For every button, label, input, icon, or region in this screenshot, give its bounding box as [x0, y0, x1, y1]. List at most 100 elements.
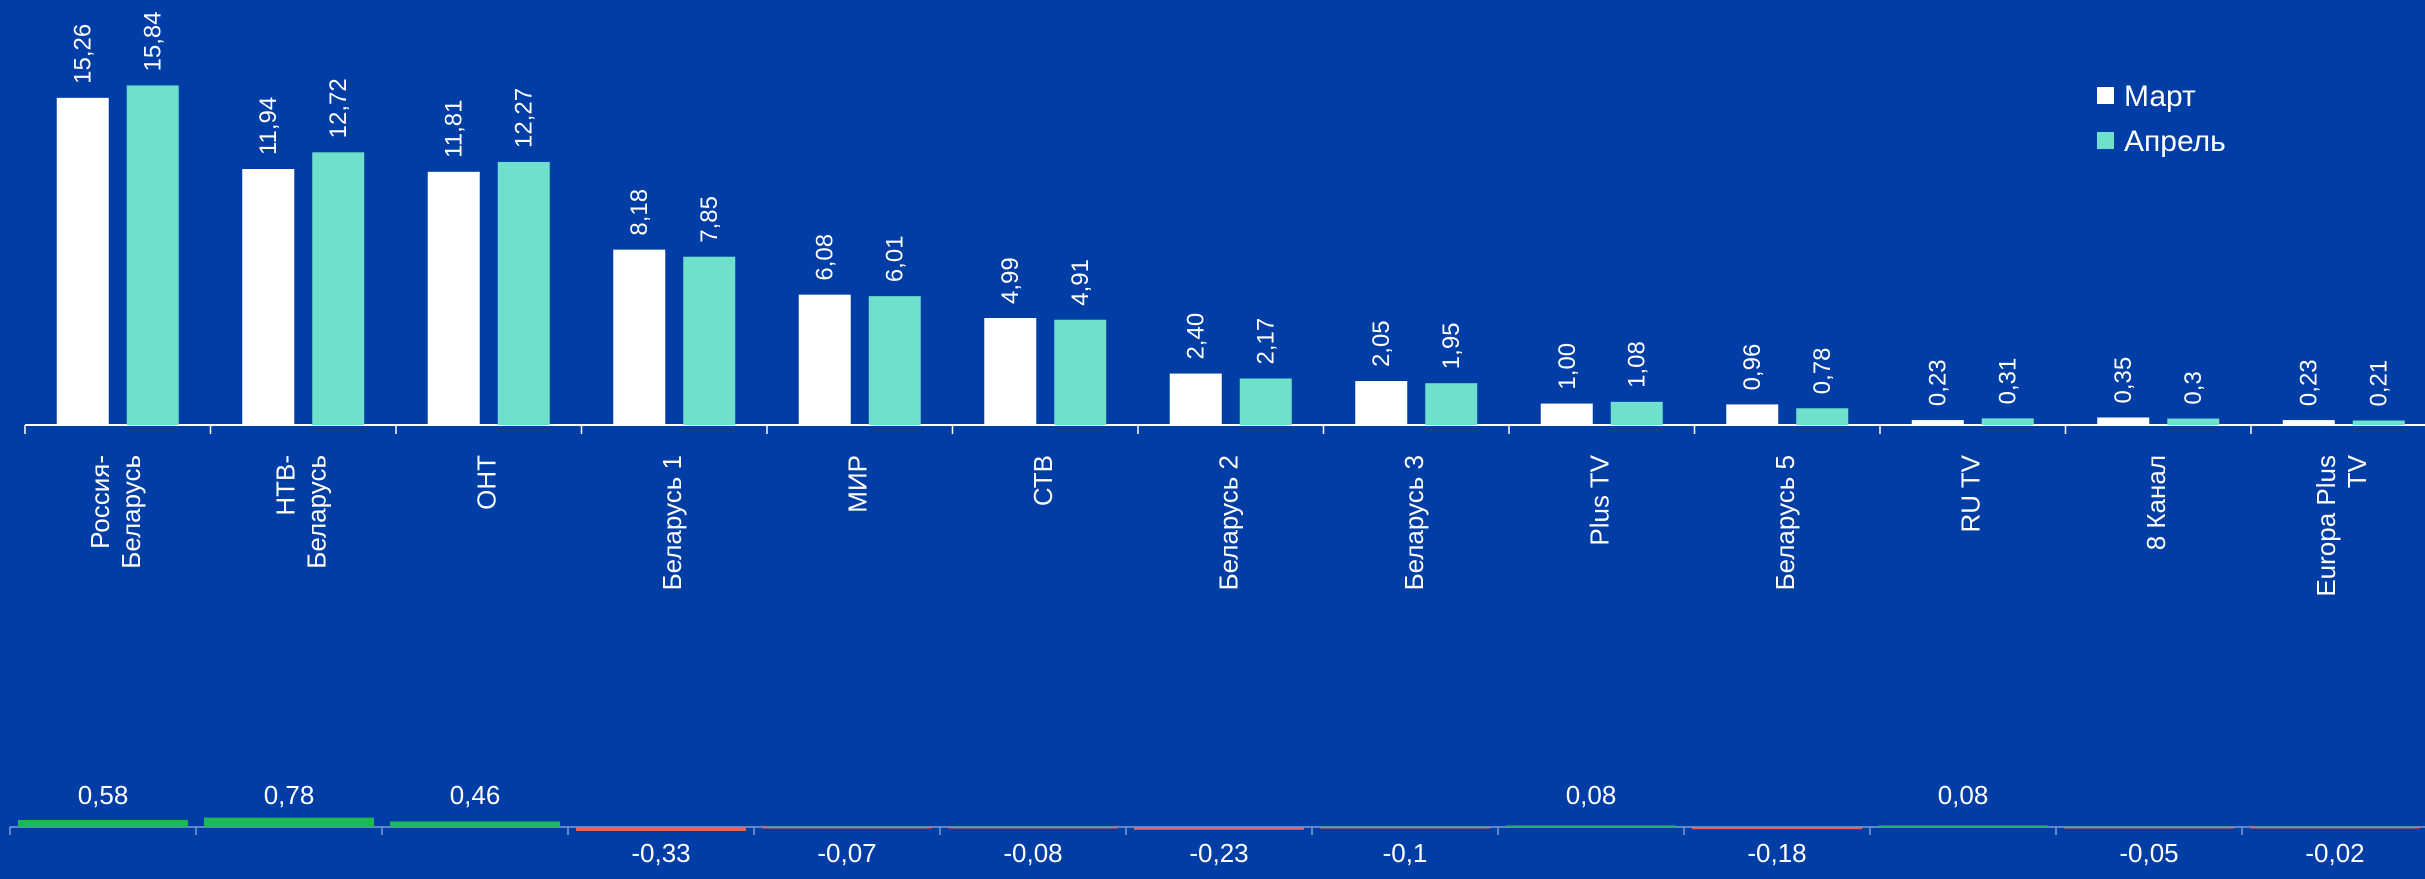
data-label: 0,3	[2180, 371, 2207, 404]
category-label: ОНТ	[471, 455, 501, 510]
bar-march	[984, 318, 1037, 425]
category-label: Россия-	[85, 455, 115, 549]
bar-march	[798, 294, 851, 425]
diff-label: 0,46	[450, 780, 501, 810]
diff-bar	[1878, 825, 2048, 827]
bar-march	[427, 171, 480, 425]
data-label: 6,01	[882, 235, 909, 282]
data-label: 2,05	[1368, 320, 1395, 367]
category-label: Беларусь	[116, 455, 146, 569]
main-bar-chart: 15,26 11,94 11,81 8,18 6,08 4,99 2,40 2,05 1,00 0…	[24, 11, 2425, 597]
bar-april	[1054, 319, 1107, 425]
data-label: 15,84	[140, 11, 167, 71]
data-label: 0,23	[2296, 359, 2323, 406]
bar-march	[1169, 373, 1222, 425]
bar-march	[613, 249, 666, 425]
bar-march	[1540, 403, 1593, 425]
data-label: 0,78	[1809, 348, 1836, 395]
diff-label: -0,07	[817, 838, 876, 868]
bar-march	[1355, 381, 1408, 425]
category-label: Беларусь 3	[1399, 455, 1429, 590]
data-label: 8,18	[626, 189, 653, 236]
data-label: 0,23	[1925, 359, 1952, 406]
category-label: RU TV	[1955, 454, 1985, 532]
data-label: 2,40	[1183, 313, 1210, 360]
bar-april	[497, 161, 550, 426]
diff-label: 0,08	[1938, 780, 1989, 810]
diff-bar	[762, 827, 932, 829]
data-label: 4,91	[1067, 259, 1094, 306]
data-label: 11,81	[441, 100, 468, 158]
diff-label: -0,02	[2305, 838, 2364, 868]
diff-bar	[18, 820, 188, 827]
category-label: Беларусь 1	[657, 455, 687, 590]
bar-april	[683, 256, 736, 425]
data-label: 1,95	[1438, 322, 1465, 369]
bar-april	[1796, 408, 1849, 425]
diff-bar	[204, 817, 374, 827]
bar-april	[126, 85, 179, 426]
diff-label: -0,33	[631, 838, 690, 868]
data-label: 6,08	[812, 234, 839, 281]
bar-april	[1610, 401, 1663, 425]
legend-label: Март	[2124, 80, 2196, 113]
category-label: Europa Plus	[2311, 455, 2341, 597]
difference-bar-chart: 0,58 0,78 0,46 -0,33 -0,07 -0,08 -0,23 -0,1 0,08…	[9, 780, 2425, 868]
data-label: 4,99	[997, 257, 1024, 304]
diff-label: 0,08	[1566, 780, 1617, 810]
category-label: НТВ-	[270, 455, 300, 516]
data-label: 11,94	[255, 97, 282, 155]
diff-label: -0,08	[1003, 838, 1062, 868]
category-label: Беларусь 2	[1213, 455, 1243, 590]
category-label: Беларусь	[301, 455, 331, 569]
bar-april	[1425, 383, 1478, 425]
diff-bar	[1320, 827, 1490, 829]
diff-bar	[948, 827, 1118, 829]
category-label: МИР	[842, 455, 872, 513]
category-label: TV	[2342, 454, 2372, 488]
bar-march	[2282, 420, 2335, 425]
data-label: 12,72	[325, 78, 352, 138]
diff-label: -0,23	[1189, 838, 1248, 868]
legend-label: Апрель	[2124, 125, 2226, 158]
bar-march	[56, 97, 109, 426]
diff-bar	[2064, 827, 2234, 829]
diff-bar	[1692, 827, 1862, 830]
bar-april	[1981, 418, 2034, 425]
diff-bar	[1506, 825, 1676, 827]
category-label: СТВ	[1028, 455, 1058, 506]
diff-bar	[576, 827, 746, 831]
bar-april	[2352, 420, 2405, 425]
category-label: Plus TV	[1584, 454, 1614, 545]
diff-bar	[390, 821, 560, 827]
data-label: 0,31	[1995, 358, 2022, 405]
bar-april	[312, 152, 365, 425]
legend-swatch	[2097, 132, 2114, 149]
diff-label: 0,78	[264, 780, 315, 810]
bar-march	[242, 169, 295, 425]
bar-april	[868, 296, 921, 425]
chart-legend: Март Апрель	[2097, 80, 2226, 158]
category-label: Беларусь 5	[1770, 455, 1800, 590]
bar-april	[1239, 378, 1292, 425]
data-label: 15,26	[70, 24, 97, 84]
diff-label: 0,58	[78, 780, 129, 810]
data-label: 0,35	[2110, 357, 2137, 404]
diff-label: -0,1	[1383, 838, 1428, 868]
data-label: 1,08	[1624, 341, 1651, 388]
bar-march	[1726, 404, 1779, 425]
category-label: 8 Канал	[2141, 455, 2171, 550]
data-label: 2,17	[1253, 318, 1280, 365]
data-label: 0,21	[2366, 360, 2393, 407]
data-label: 7,85	[696, 196, 723, 243]
bar-april	[2167, 418, 2220, 425]
legend-swatch	[2097, 87, 2114, 104]
bar-march	[1911, 420, 1964, 425]
data-label: 12,27	[511, 88, 538, 148]
diff-label: -0,05	[2119, 838, 2178, 868]
diff-label: -0,18	[1747, 838, 1806, 868]
data-label: 1,00	[1554, 343, 1581, 390]
diff-bar	[1134, 827, 1304, 830]
